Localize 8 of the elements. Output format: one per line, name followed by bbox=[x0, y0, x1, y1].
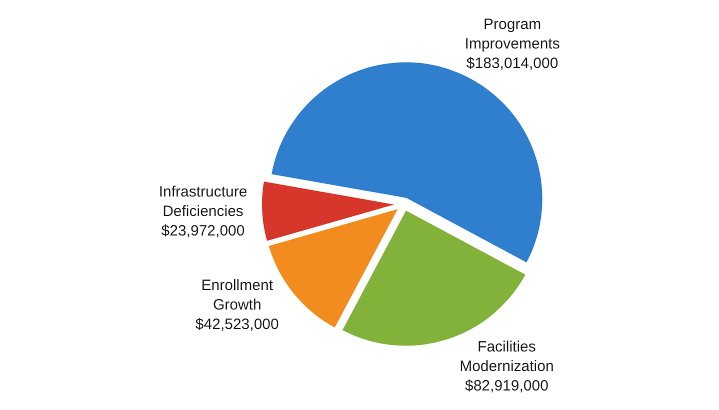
data-label: $183,014,000 bbox=[466, 54, 558, 72]
data-label: $42,523,000 bbox=[195, 316, 279, 334]
data-label: $82,919,000 bbox=[464, 377, 548, 394]
slice-label: Enrollment Growth bbox=[201, 277, 274, 314]
slice-label: Infrastructure Deficiencies bbox=[158, 184, 248, 220]
data-label: $23,972,000 bbox=[161, 222, 245, 240]
slice-label: Program Improvements bbox=[464, 16, 560, 52]
slice-label: Facilities Modernization bbox=[460, 338, 554, 375]
